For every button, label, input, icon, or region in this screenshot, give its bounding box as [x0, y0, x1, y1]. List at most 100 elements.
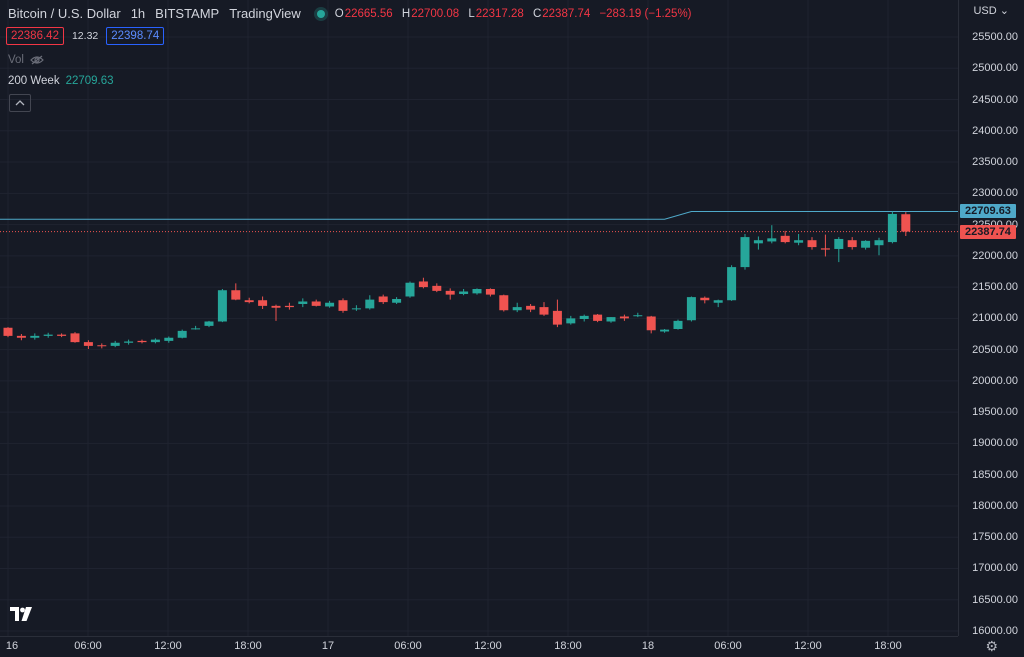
- volume-label: Vol: [8, 54, 24, 66]
- candle-body: [526, 305, 536, 310]
- currency-selector[interactable]: USD ⌄: [973, 4, 1009, 17]
- quote-panel: 22386.42 12.32 22398.74: [6, 27, 165, 45]
- candle-body: [311, 301, 321, 306]
- price-tick-label: 19500.00: [972, 406, 1018, 419]
- exchange-label: BITSTAMP: [155, 6, 220, 21]
- price-tick-label: 16500.00: [972, 593, 1018, 606]
- candle-body: [901, 214, 911, 232]
- ma-value: 22709.63: [65, 75, 114, 87]
- candle-body: [97, 345, 107, 347]
- price-tick-label: 16000.00: [972, 625, 1018, 637]
- candle-body: [485, 288, 495, 295]
- low-label: L: [468, 7, 475, 20]
- candle-body: [780, 235, 790, 243]
- candle-body: [43, 334, 53, 336]
- candle-body: [3, 327, 13, 336]
- candle-body: [70, 333, 80, 343]
- time-tick-label: 18:00: [874, 640, 902, 652]
- candle-body: [351, 308, 361, 310]
- candle-body: [472, 288, 482, 294]
- candle-body: [16, 335, 26, 338]
- candle-body: [124, 341, 134, 343]
- candle-body: [874, 240, 884, 246]
- ma-name: 200 Week: [8, 75, 60, 87]
- candle-body: [177, 330, 187, 338]
- time-tick-label: 18:00: [234, 640, 262, 652]
- price-tick-label: 18500.00: [972, 468, 1018, 481]
- price-tick-label: 18000.00: [972, 499, 1018, 512]
- candle-body: [231, 290, 241, 300]
- candle-body: [633, 315, 643, 317]
- price-tick-label: 23500.00: [972, 156, 1018, 169]
- source-label: TradingView: [229, 6, 301, 21]
- volume-legend[interactable]: Vol: [8, 54, 44, 66]
- eye-off-icon[interactable]: [30, 55, 44, 65]
- open-value: 22665.56: [344, 7, 393, 20]
- price-tick-label: 24500.00: [972, 93, 1018, 106]
- candle-body: [794, 240, 804, 243]
- candle-body: [378, 296, 388, 303]
- candle-body: [673, 320, 683, 329]
- ohlc-readout: O22665.56 H22700.08 L22317.28 C22387.74 …: [335, 8, 692, 20]
- candle-body: [686, 297, 696, 321]
- tradingview-logo-icon[interactable]: [8, 604, 34, 624]
- price-tick-label: 25000.00: [972, 62, 1018, 75]
- high-value: 22700.08: [411, 7, 460, 20]
- candle-body: [137, 340, 147, 343]
- price-tick-label: 22000.00: [972, 249, 1018, 262]
- close-label: C: [532, 7, 542, 20]
- ma-legend[interactable]: 200 Week 22709.63: [8, 75, 114, 87]
- candle-body: [110, 342, 120, 346]
- time-tick-label: 06:00: [74, 640, 102, 652]
- time-tick-label: 12:00: [154, 640, 182, 652]
- tv-logo-mark: [10, 607, 32, 621]
- candle-body: [392, 298, 402, 303]
- buy-button[interactable]: 22398.74: [106, 27, 165, 45]
- candle-body: [191, 328, 201, 330]
- close-value: 22387.74: [542, 7, 591, 20]
- candle-body: [887, 213, 897, 243]
- candle-body: [660, 329, 670, 332]
- time-tick-label: 17: [321, 640, 335, 652]
- interval-label[interactable]: 1h: [130, 6, 146, 21]
- candle-body: [552, 310, 562, 325]
- candle-body: [432, 285, 442, 291]
- candle-body: [217, 290, 227, 322]
- candle-body: [767, 238, 777, 242]
- candle-body: [445, 290, 455, 295]
- symbol-name[interactable]: Bitcoin / U.S. Dollar: [8, 6, 121, 21]
- candle-body: [566, 318, 576, 324]
- price-tick-label: 20000.00: [972, 374, 1018, 387]
- candle-body: [619, 316, 629, 319]
- price-axis[interactable]: USD ⌄ 25500.00 25000.00 24500.00 24000.00 23…: [958, 0, 1024, 637]
- time-tick-label: 06:00: [394, 640, 422, 652]
- price-tick-label: 25500.00: [972, 31, 1018, 43]
- candle-body: [459, 291, 469, 294]
- candle-body: [593, 314, 603, 321]
- time-axis[interactable]: 16 06:00 12:00 18:00 17 06:00 12:00 18:00 18 06:0…: [0, 636, 958, 657]
- collapse-legend-button[interactable]: [9, 94, 31, 112]
- candle-body: [740, 237, 750, 268]
- price-tick-label: 23000.00: [972, 187, 1018, 200]
- candle-body: [258, 300, 268, 306]
- candlestick-chart[interactable]: [0, 0, 958, 636]
- sell-button[interactable]: 22386.42: [6, 27, 64, 45]
- price-tick-label: 21500.00: [972, 281, 1018, 294]
- price-tick-label: 24000.00: [972, 124, 1018, 137]
- market-status-icon[interactable]: [316, 9, 325, 18]
- candle-body: [30, 335, 40, 338]
- open-label: O: [334, 7, 344, 20]
- candle-body: [57, 334, 67, 336]
- candle-body: [539, 307, 549, 315]
- candle-body: [700, 297, 710, 301]
- ma-price-tag: 22709.63: [960, 204, 1016, 219]
- candle-body: [807, 240, 817, 248]
- spread-value: 12.32: [71, 30, 99, 42]
- time-tick-label: 06:00: [714, 640, 742, 652]
- candle-body: [834, 238, 844, 249]
- candle-body: [83, 342, 93, 346]
- time-tick-label: 18:00: [554, 640, 582, 652]
- candle-body: [365, 299, 375, 309]
- candle-body: [298, 301, 308, 304]
- gear-icon[interactable]: ⚙: [985, 638, 998, 654]
